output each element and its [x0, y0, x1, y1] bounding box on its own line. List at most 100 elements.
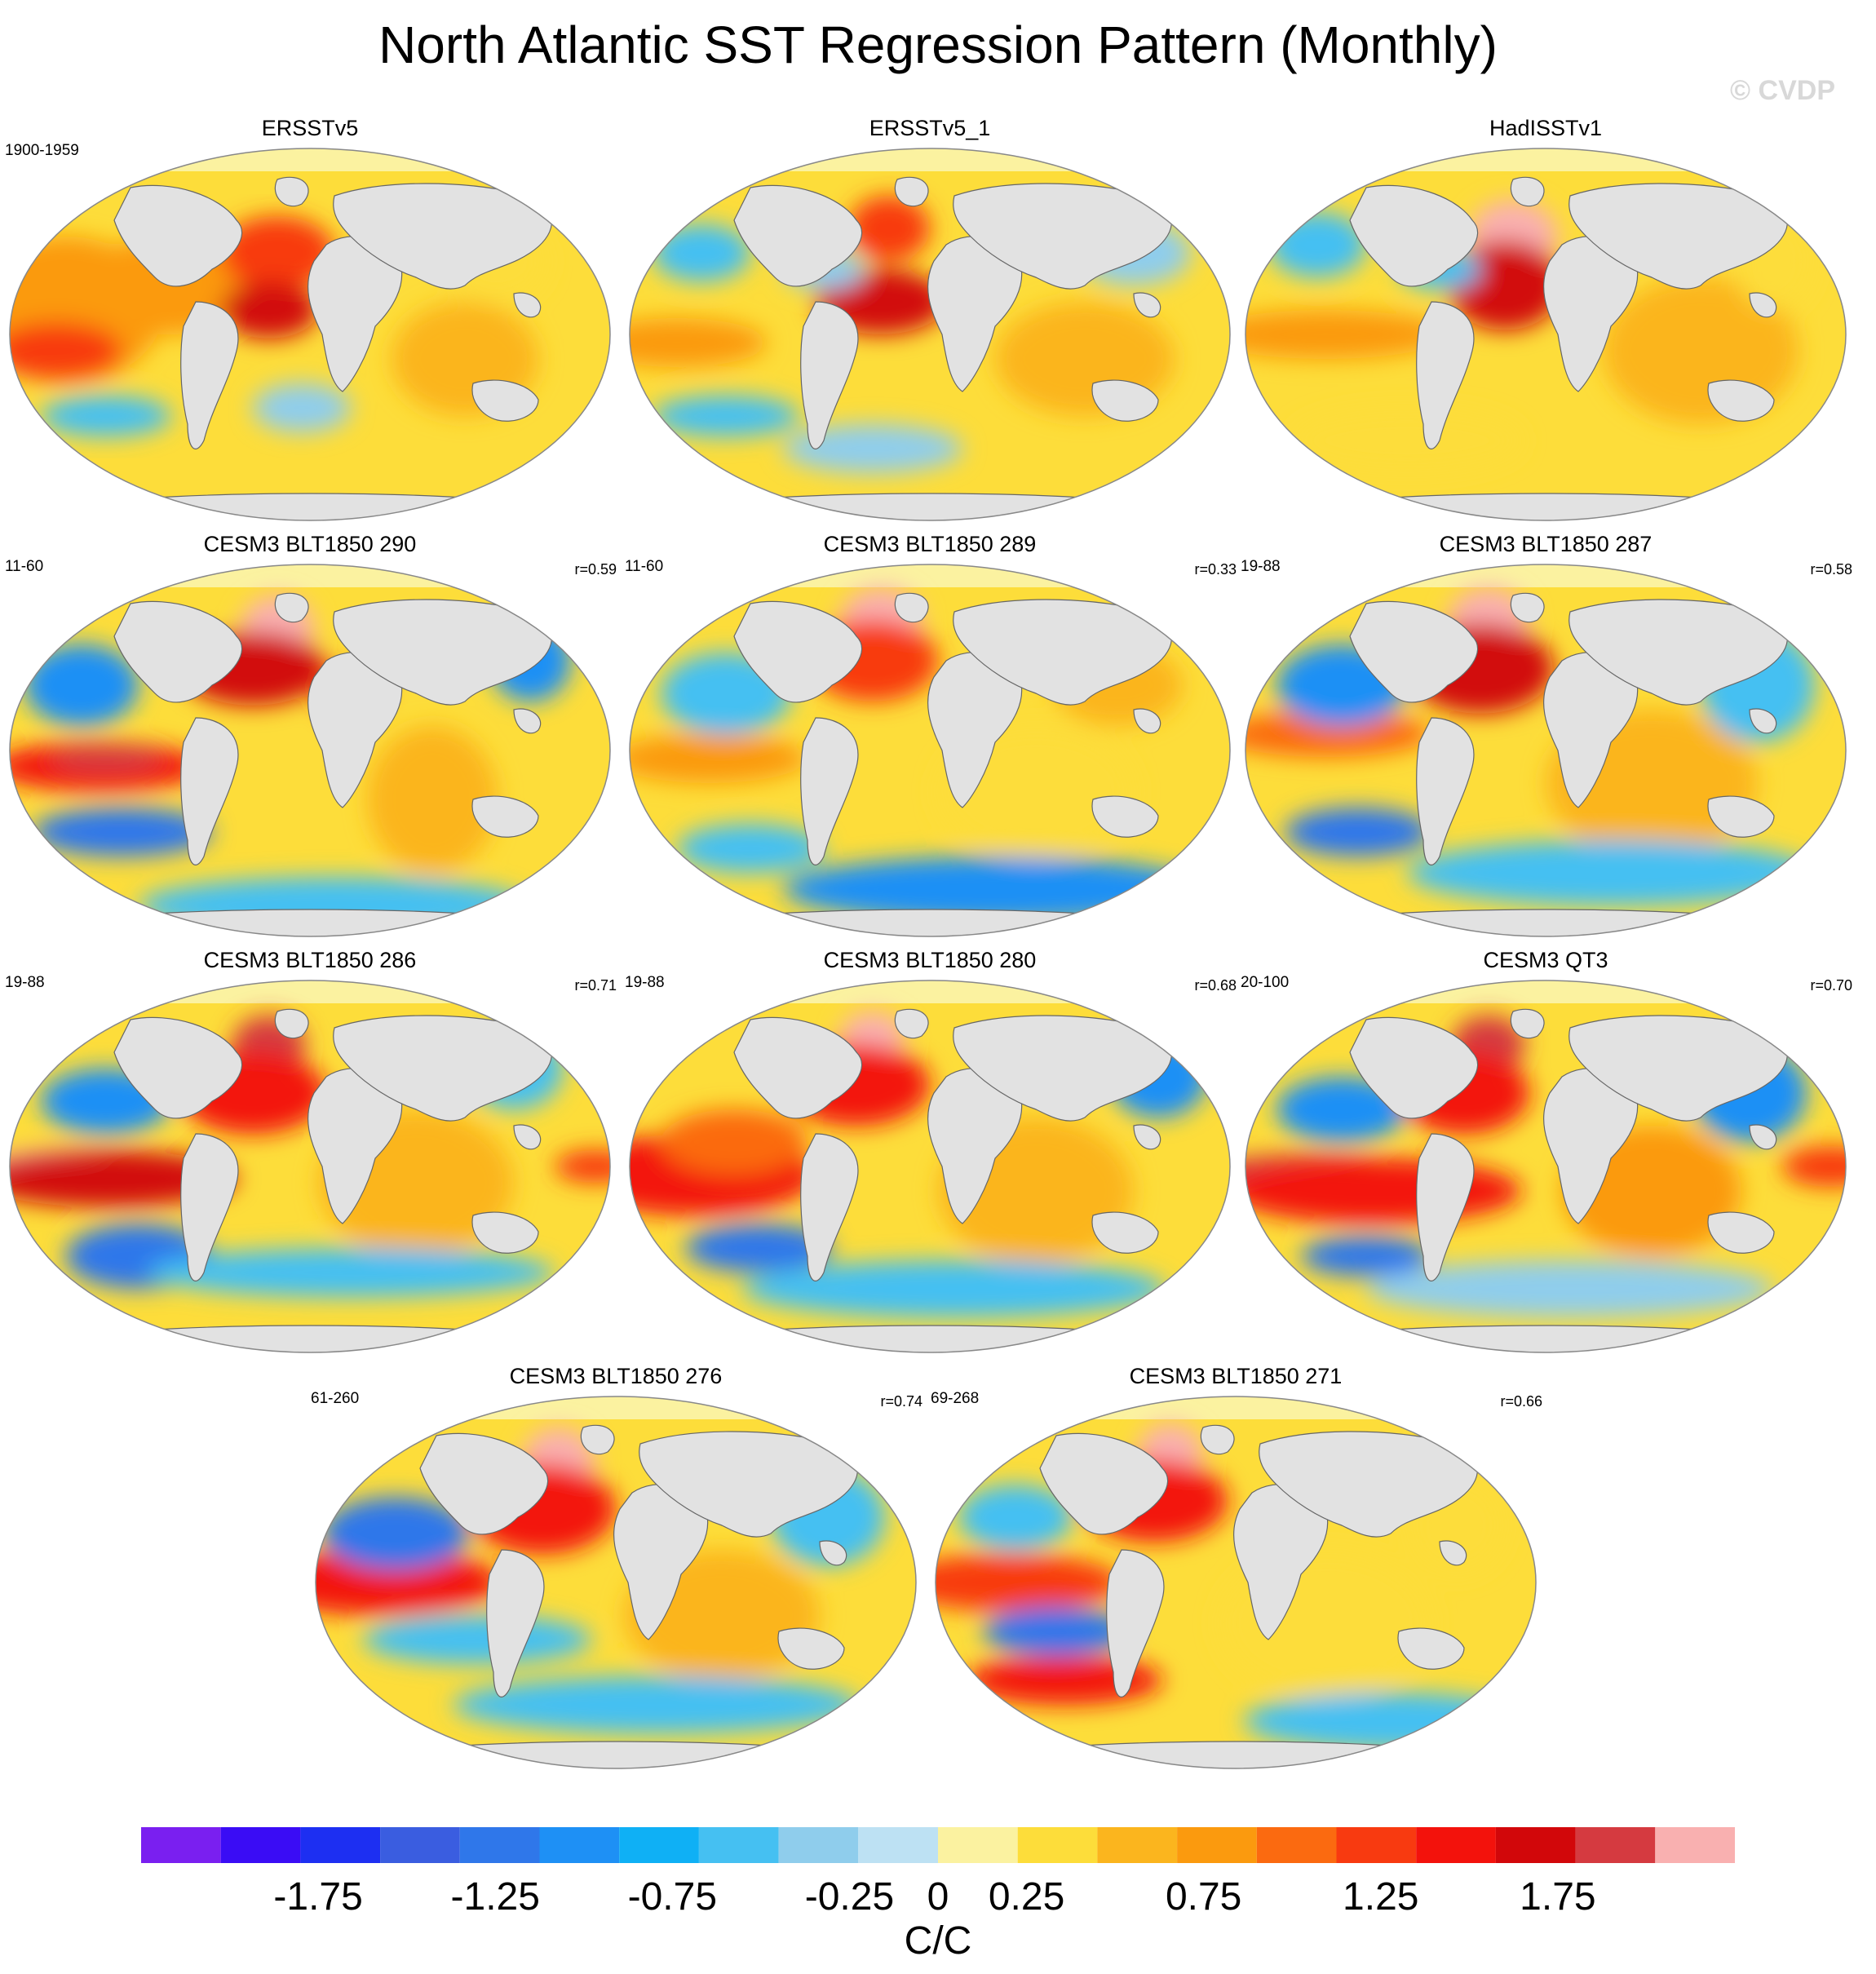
colorbar — [141, 1827, 1735, 1863]
map-border — [9, 980, 611, 1353]
map-border — [9, 564, 611, 937]
colorbar-box — [619, 1827, 699, 1863]
sst-anomaly-region — [1244, 1693, 1536, 1750]
panel-correlation-label: r=0.33 — [1194, 561, 1237, 578]
land-mass — [513, 292, 542, 318]
colorbar-tick-label: 0.25 — [988, 1875, 1065, 1919]
map-panel: CESM3 BLT1850 287 19-88 r=0.58 — [1236, 530, 1856, 946]
land-mass — [333, 599, 552, 706]
panel-title: CESM3 BLT1850 280 — [823, 948, 1037, 972]
panel-period-label: 61-260 — [311, 1390, 360, 1407]
sst-anomaly-region — [1293, 408, 1521, 473]
panel-period-label: 19-88 — [1241, 558, 1281, 575]
land-mass — [1416, 1133, 1475, 1281]
land-mass — [180, 717, 239, 865]
land-mass — [180, 1133, 239, 1281]
sst-map — [1245, 980, 1847, 1353]
sst-anomaly-region — [742, 1260, 1166, 1317]
sst-anomaly-region — [220, 281, 318, 339]
map-border — [1245, 564, 1847, 937]
figure-title: North Atlantic SST Regression Pattern (M… — [378, 15, 1498, 74]
panel-title: CESM3 BLT1850 271 — [1129, 1364, 1343, 1388]
land-mass — [1749, 292, 1777, 318]
land-mass — [1707, 795, 1775, 838]
sst-anomaly-region — [685, 1224, 832, 1272]
land-mass — [1749, 1124, 1777, 1150]
land-mass — [1106, 1549, 1165, 1697]
panel-period-label: 69-268 — [931, 1390, 980, 1407]
land-mass — [1510, 592, 1545, 623]
land-mass — [1133, 1124, 1161, 1150]
map-border — [629, 980, 1231, 1353]
land-mass — [1416, 717, 1475, 865]
map-border — [1245, 980, 1847, 1353]
sst-anomaly-region — [24, 644, 139, 726]
land-mass — [471, 1211, 539, 1254]
sst-anomaly-region — [1366, 1260, 1774, 1317]
land-mass — [1091, 795, 1159, 838]
sst-anomaly-region — [220, 216, 334, 290]
panel-title: CESM3 BLT1850 287 — [1439, 532, 1653, 556]
sst-anomaly-region — [848, 196, 930, 261]
colorbar-box — [220, 1827, 301, 1863]
land-mass — [692, 1325, 1167, 1352]
colorbar-box — [1575, 1827, 1656, 1863]
panel-title: CESM3 BLT1850 289 — [823, 532, 1037, 556]
colorbar-tick-label: 0.75 — [1165, 1875, 1242, 1919]
land-mass — [180, 301, 239, 449]
sst-anomaly-region — [1301, 1236, 1431, 1277]
colorbar-box — [1097, 1827, 1178, 1863]
land-mass — [73, 1325, 547, 1352]
panel-period-label: 11-60 — [5, 558, 44, 575]
land-mass — [733, 184, 863, 287]
panel-title: ERSSTv5_1 — [869, 116, 991, 140]
land-mass — [639, 1431, 858, 1538]
land-mass — [486, 1549, 545, 1697]
sst-anomaly-region — [983, 1607, 1130, 1656]
land-mass — [113, 1016, 243, 1119]
map-panel: ERSSTv5_1 — [620, 114, 1240, 530]
colorbar-box — [1336, 1827, 1417, 1863]
sst-anomaly-region — [1285, 808, 1431, 856]
colorbar-box — [698, 1827, 779, 1863]
colorbar-units: C/C — [904, 1919, 972, 1963]
land-mass — [1349, 1016, 1479, 1119]
map-panel: CESM3 QT3 20-100 r=0.70 — [1236, 946, 1856, 1362]
colorbar-tick-label: 0 — [927, 1875, 949, 1919]
land-mass — [1349, 184, 1479, 287]
sst-map — [629, 148, 1231, 521]
map-border — [9, 148, 611, 521]
land-mass — [274, 176, 309, 207]
land-mass — [998, 1741, 1473, 1768]
land-mass — [1510, 176, 1545, 207]
land-mass — [692, 909, 1167, 936]
land-mass — [73, 493, 547, 520]
panel-correlation-label: r=0.66 — [1500, 1393, 1542, 1410]
land-mass — [733, 1016, 863, 1119]
land-mass — [894, 176, 929, 207]
land-mass — [953, 599, 1172, 706]
panel-correlation-label: r=0.70 — [1810, 977, 1852, 994]
panel-title: CESM3 BLT1850 290 — [203, 532, 417, 556]
land-mass — [1439, 1540, 1467, 1566]
panel-period-label: 19-88 — [5, 974, 45, 991]
colorbar-box — [300, 1827, 381, 1863]
map-panel: CESM3 BLT1850 290 11-60 r=0.59 — [0, 530, 620, 946]
cvdp-watermark: © CVDP — [1730, 75, 1835, 106]
sst-anomaly-region — [316, 1550, 502, 1615]
land-mass — [1133, 292, 1161, 318]
map-panel: CESM3 BLT1850 289 11-60 r=0.33 — [620, 530, 1240, 946]
sst-anomaly-region — [41, 396, 171, 436]
map-panel: CESM3 BLT1850 271 69-268 r=0.66 — [926, 1362, 1546, 1778]
colorbar-tick-label: -0.75 — [627, 1875, 718, 1919]
colorbar-box — [459, 1827, 540, 1863]
panel-period-label: 20-100 — [1241, 974, 1290, 991]
land-mass — [471, 379, 539, 422]
land-mass — [513, 1124, 542, 1150]
land-mass — [1568, 599, 1788, 706]
sst-anomaly-region — [367, 726, 498, 873]
land-mass — [73, 909, 547, 936]
land-mass — [471, 795, 539, 838]
land-mass — [777, 1627, 845, 1670]
map-panel: ERSSTv5 1900-1959 — [0, 114, 620, 530]
